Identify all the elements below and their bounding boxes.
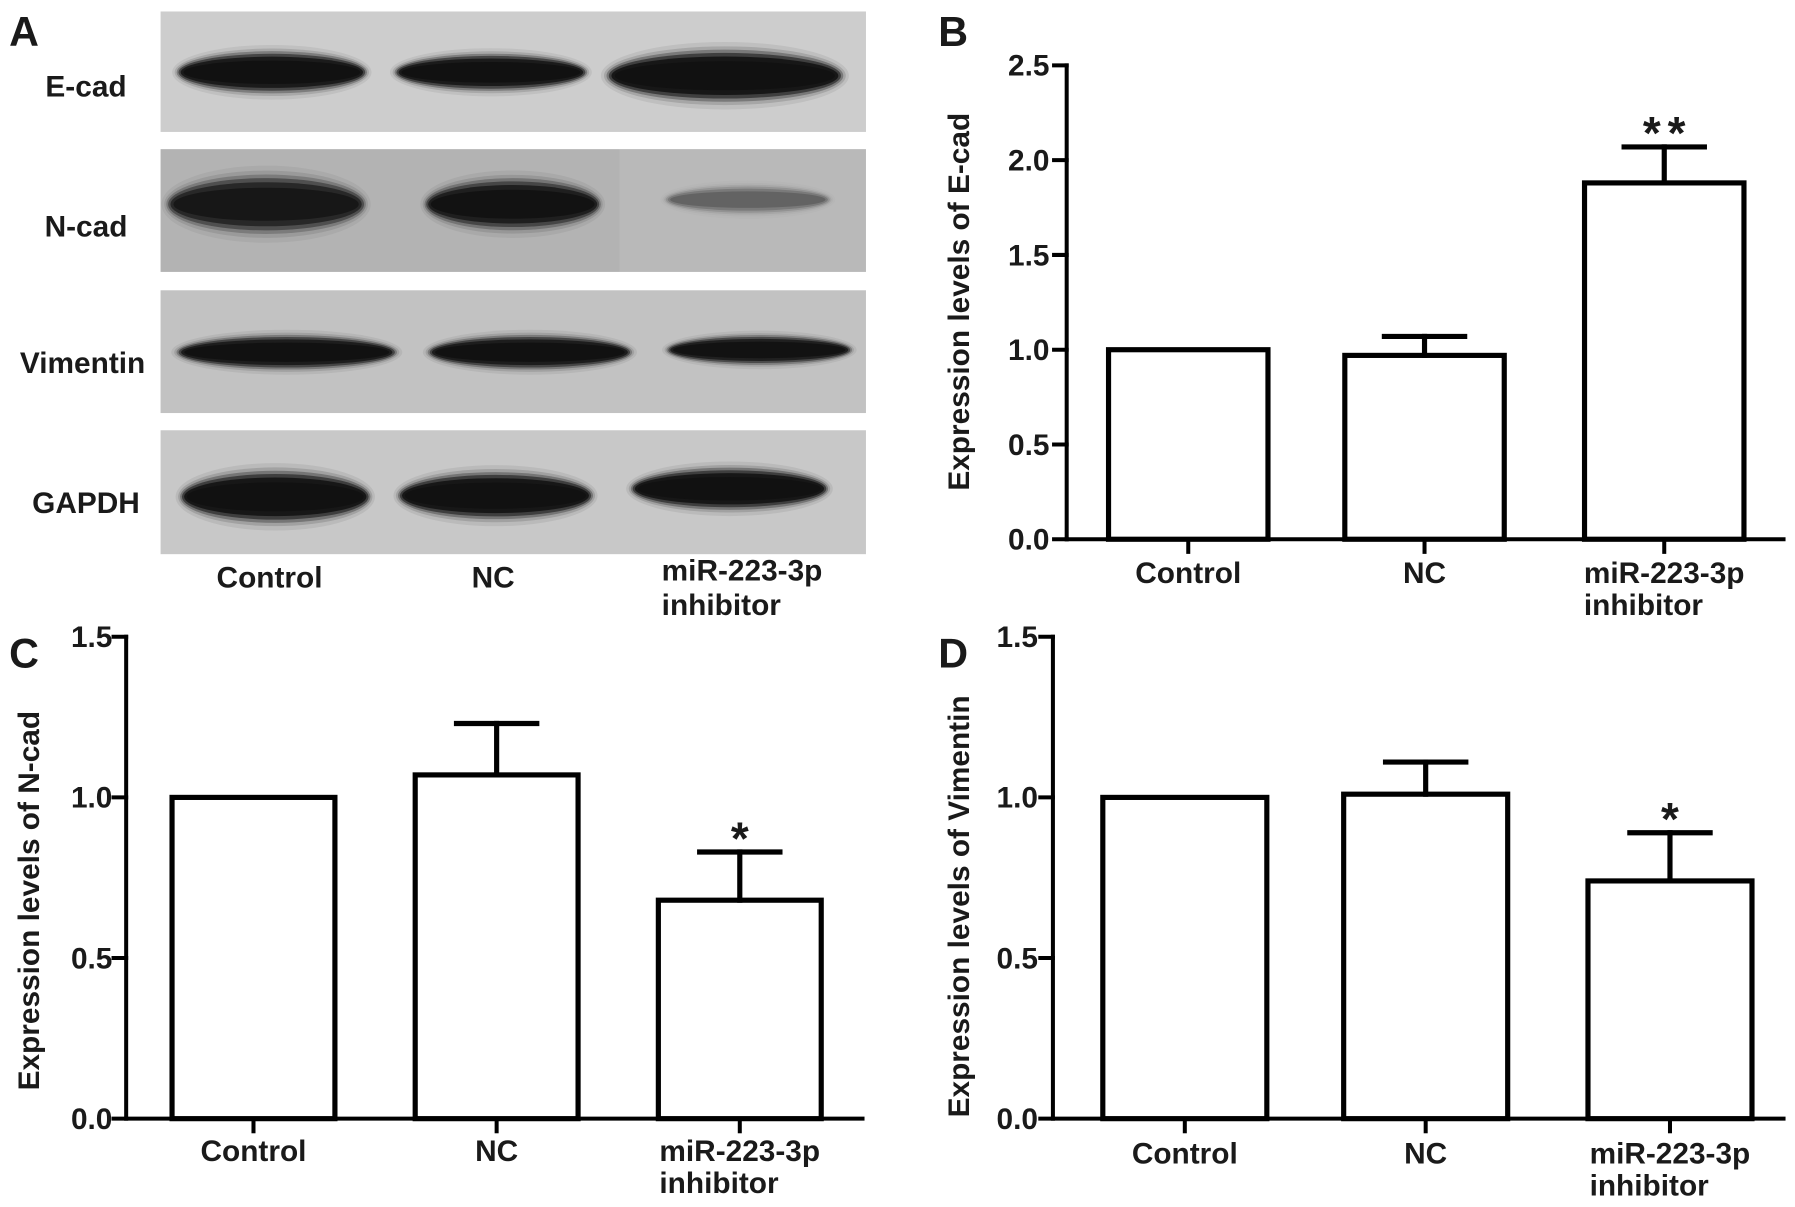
blot-membrane-shade (619, 149, 866, 272)
y-tick-label: 0.0 (997, 1103, 1038, 1136)
blot-strip-e-cad (160, 11, 866, 132)
band-shade (401, 61, 581, 83)
y-axis-title: Expression levels of N-cad (13, 711, 46, 1090)
x-tick-label-control: Control (1135, 557, 1241, 590)
blot-strip-vimentin (160, 290, 866, 414)
y-tick-label: 0.5 (1008, 429, 1049, 462)
band-gapdh-mir-223-3p-inhibitor (626, 461, 833, 517)
bar-mir-223-3p-inhibitor (1581, 180, 1747, 542)
band-shade (614, 61, 835, 91)
band-shade (664, 184, 832, 215)
y-tick-label: 0.5 (997, 942, 1038, 975)
x-tick-label-mir-223-3p-inhibitor-line-2: inhibitor (1590, 1170, 1710, 1203)
band-e-cad-nc (389, 48, 592, 97)
panel-label-a: A (9, 9, 39, 55)
significance-marker: * (731, 812, 756, 864)
band-shade (186, 482, 364, 512)
bar-control (1105, 347, 1271, 542)
x-tick-label-mir-223-3p-inhibitor-line-2: inhibitor (659, 1167, 779, 1200)
x-tick-label-mir-223-3p-inhibitor-line-2: inhibitor (1584, 589, 1704, 622)
panel-a-western-blot: A E-cad N-cad Vimentin GAPDH Control NC … (9, 9, 866, 622)
band-shade (670, 191, 826, 208)
y-tick-label: 2.0 (1008, 144, 1049, 177)
significance-marker: * (1661, 793, 1686, 845)
panel-c-bar-chart: C 0.0 0.5 1.0 1.5 Expression levels of N-cad C… (9, 621, 865, 1200)
y-tick-label: 0.5 (71, 942, 112, 975)
y-tick-label: 1.5 (997, 621, 1038, 654)
band-e-cad-control (172, 44, 372, 100)
y-tick-label: 2.5 (1008, 50, 1049, 83)
x-tick-label-control: Control (1132, 1137, 1238, 1170)
lane-label-nc: NC (472, 561, 515, 594)
band-n-cad-mir-223-3p-inhibitor (664, 184, 832, 215)
band-shade (173, 187, 359, 221)
y-tick-label: 1.0 (71, 782, 112, 815)
lane-label-mir-223-3p-inhibitor-line-2: inhibitor (662, 589, 782, 622)
row-label-gapdh: GAPDH (32, 487, 140, 520)
band-shade (665, 186, 830, 213)
x-tick-label-nc: NC (1404, 1137, 1447, 1170)
row-label-n-cad: N-cad (45, 210, 128, 243)
lane-label-control: Control (217, 561, 323, 594)
row-label-vimentin: Vimentin (20, 347, 145, 380)
band-gapdh-nc (393, 465, 598, 527)
bar-control (169, 794, 338, 1122)
x-tick-label-control: Control (200, 1135, 306, 1168)
bar-mir-223-3p-inhibitor (655, 897, 824, 1122)
band-shade (435, 342, 625, 362)
blot-strip-gapdh (160, 430, 866, 555)
band-vimentin-control (171, 329, 403, 375)
x-tick-label-nc: NC (1403, 557, 1446, 590)
significance-marker: ** (1643, 107, 1692, 159)
y-axis-title: Expression levels of Vimentin (943, 695, 976, 1117)
band-shade (404, 482, 587, 509)
band-vimentin-mir-223-3p-inhibitor (662, 330, 857, 370)
band-n-cad-control (161, 165, 371, 243)
row-label-e-cad: E-cad (45, 70, 126, 103)
panel-label-d: D (938, 631, 968, 677)
x-tick-label-mir-223-3p-inhibitor-line-1: miR-223-3p (1584, 557, 1745, 590)
bar-nc (412, 772, 581, 1122)
band-shade (673, 341, 846, 359)
band-shade (183, 60, 361, 84)
bar-control (1100, 794, 1270, 1122)
panel-b-bar-chart: B 0.0 0.5 1.0 1.5 2.0 2.5 Expression levels of … (938, 9, 1786, 622)
bar-nc (1341, 791, 1511, 1122)
y-tick-label: 0.0 (71, 1103, 112, 1136)
band-shade (637, 477, 822, 501)
band-n-cad-nc (420, 170, 606, 238)
blot-strip-n-cad (160, 149, 866, 272)
x-tick-label-nc: NC (475, 1135, 518, 1168)
lane-label-mir-223-3p-inhibitor-line-1: miR-223-3p (662, 555, 823, 588)
panel-label-c: C (9, 631, 39, 677)
x-tick-label-mir-223-3p-inhibitor-line-1: miR-223-3p (659, 1135, 820, 1168)
y-tick-label: 1.0 (1008, 334, 1049, 367)
y-tick-label: 1.0 (997, 782, 1038, 815)
panel-d-bar-chart: D 0.0 0.5 1.0 1.5 Expression levels of Viment… (938, 621, 1786, 1203)
band-e-cad-mir-223-3p-inhibitor (600, 41, 849, 110)
bar-nc (1342, 352, 1507, 542)
panel-label-b: B (938, 9, 968, 55)
band-vimentin-nc (422, 329, 637, 375)
y-tick-label: 1.5 (1008, 239, 1049, 272)
band-gapdh-control (175, 463, 375, 531)
x-tick-label-mir-223-3p-inhibitor-line-1: miR-223-3p (1590, 1137, 1751, 1170)
y-tick-label: 1.5 (71, 621, 112, 654)
band-shade (667, 188, 828, 211)
y-axis-title: Expression levels of E-cad (943, 113, 976, 491)
bar-mir-223-3p-inhibitor (1585, 878, 1755, 1122)
band-shade (430, 189, 595, 219)
band-shade (184, 342, 390, 362)
y-tick-label: 0.0 (1008, 524, 1049, 557)
blot-image (160, 11, 866, 555)
